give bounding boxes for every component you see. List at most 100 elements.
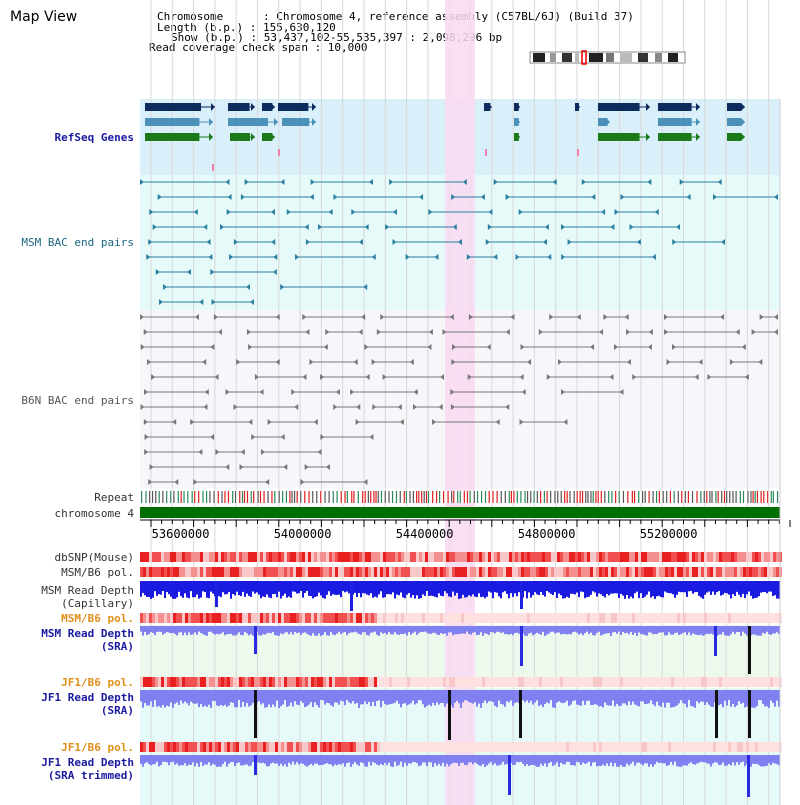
track-label-dbsnp[interactable]: dbSNP(Mouse) xyxy=(54,551,134,564)
depth-bar xyxy=(240,690,242,708)
depth-bar xyxy=(750,755,752,767)
depth-bar xyxy=(668,755,670,765)
dbsnp-strip xyxy=(365,552,368,562)
depth-bar xyxy=(202,690,204,707)
depth-bar xyxy=(318,581,320,593)
depth-bar xyxy=(182,626,184,636)
depth-bar xyxy=(516,581,518,597)
depth-bar xyxy=(378,755,380,766)
bac-pair-end xyxy=(186,269,191,275)
msm-b6-pol-strip-2 xyxy=(680,613,683,623)
msm-b6-pol-strip xyxy=(503,567,506,577)
msm-b6-pol-strip xyxy=(395,567,398,577)
depth-bar xyxy=(662,690,664,703)
depth-bar xyxy=(266,755,268,767)
jf1-b6-pol-strip xyxy=(269,677,272,687)
msm-b6-pol-strip-2 xyxy=(527,613,530,623)
depth-bar xyxy=(242,581,244,592)
jf1-b6-pol-strip-2 xyxy=(440,742,443,752)
depth-bar xyxy=(508,581,510,599)
repeat-mark xyxy=(399,491,401,503)
track-label-jf1-b6-pol-2[interactable]: JF1/B6 pol. xyxy=(61,741,134,754)
msm-b6-pol-strip xyxy=(176,567,179,577)
repeat-mark xyxy=(320,491,322,503)
depth-bar xyxy=(626,755,628,764)
depth-bar xyxy=(526,755,528,765)
jf1-b6-pol-strip-2 xyxy=(470,742,473,752)
depth-bar xyxy=(462,581,464,595)
bac-pair-end xyxy=(302,314,307,320)
repeat-mark xyxy=(145,491,147,503)
depth-bar xyxy=(342,581,344,591)
depth-bar xyxy=(504,626,506,635)
depth-bar xyxy=(278,626,280,636)
jf1-b6-pol-strip xyxy=(341,677,344,687)
depth-bar xyxy=(562,626,564,635)
depth-bar xyxy=(316,690,318,706)
depth-bar xyxy=(216,626,218,634)
msm-b6-pol-strip-2 xyxy=(278,613,281,623)
track-label-msm-depth-sra[interactable]: MSM Read Depth xyxy=(41,627,134,640)
repeat-mark xyxy=(362,491,364,503)
depth-bar xyxy=(540,626,542,635)
dbsnp-strip xyxy=(494,552,497,562)
jf1-b6-pol-strip-2 xyxy=(308,742,311,752)
depth-bar xyxy=(364,755,366,767)
track-label-msm-bac[interactable]: MSM BAC end pairs xyxy=(21,236,134,249)
jf1-b6-pol-strip-2 xyxy=(581,742,584,752)
depth-bar xyxy=(764,690,766,707)
track-label-refseq[interactable]: RefSeq Genes xyxy=(54,131,134,144)
jf1-b6-pol-strip xyxy=(464,677,467,687)
repeat-mark xyxy=(579,491,581,503)
repeat-mark xyxy=(436,491,438,503)
track-label-chromosome[interactable]: chromosome 4 xyxy=(54,507,134,520)
depth-bar xyxy=(188,755,190,765)
depth-bar xyxy=(220,581,222,598)
dbsnp-strip xyxy=(647,552,650,562)
bac-pair-end xyxy=(399,419,404,425)
bac-pair-end xyxy=(603,314,608,320)
jf1-b6-pol-strip xyxy=(383,677,386,687)
jf1-b6-pol-strip xyxy=(422,677,425,687)
repeat-mark xyxy=(496,491,498,503)
depth-bar xyxy=(770,626,772,635)
depth-bar xyxy=(756,626,758,636)
bac-pair-end xyxy=(413,389,418,395)
bac-pair-end xyxy=(590,344,595,350)
track-label-b6n-bac[interactable]: B6N BAC end pairs xyxy=(21,394,134,407)
track-label-msm-b6-pol[interactable]: MSM/B6 pol. xyxy=(61,566,134,579)
depth-bar xyxy=(626,626,628,633)
jf1-b6-pol-strip-2 xyxy=(197,742,200,752)
depth-bar xyxy=(252,626,254,636)
depth-bar xyxy=(460,581,462,599)
track-label-jf1-b6-pol[interactable]: JF1/B6 pol. xyxy=(61,676,134,689)
msm-b6-pol-strip xyxy=(545,567,548,577)
repeat-mark xyxy=(677,491,679,503)
depth-bar xyxy=(656,755,658,762)
track-label-msm-b6-pol-2[interactable]: MSM/B6 pol. xyxy=(61,612,134,625)
repeat-mark xyxy=(427,491,430,503)
bac-pair-end xyxy=(208,254,213,260)
depth-bar xyxy=(146,626,148,636)
track-label-jf1-depth-sra[interactable]: JF1 Read Depth xyxy=(41,691,134,704)
depth-bar xyxy=(728,581,730,595)
depth-bar xyxy=(740,581,742,598)
depth-bar xyxy=(312,626,314,634)
dbsnp-strip xyxy=(623,552,626,562)
track-label-repeat[interactable]: Repeat xyxy=(94,491,134,504)
depth-bar xyxy=(400,626,402,634)
depth-bar xyxy=(182,755,184,766)
repeat-mark xyxy=(253,491,255,503)
repeat-mark xyxy=(703,491,705,503)
depth-bar xyxy=(580,755,582,766)
depth-bar xyxy=(748,581,750,592)
msm-b6-pol-strip-2 xyxy=(161,613,164,623)
msm-b6-pol-strip xyxy=(419,567,422,577)
bac-pair-end xyxy=(240,194,245,200)
track-label-msm-depth-cap[interactable]: MSM Read Depth xyxy=(41,584,134,597)
msm-b6-pol-strip xyxy=(287,567,290,577)
track-label-jf1-depth-trim[interactable]: JF1 Read Depth xyxy=(41,756,134,769)
depth-spike xyxy=(520,581,523,609)
repeat-mark xyxy=(246,491,249,503)
